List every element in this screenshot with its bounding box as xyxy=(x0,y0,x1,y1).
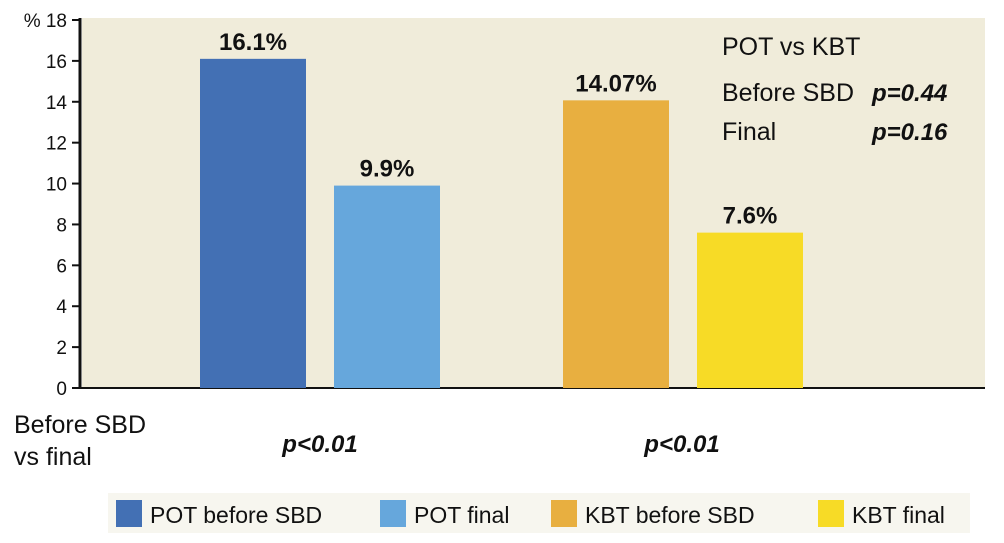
pot-p-value: p<0.01 xyxy=(281,431,357,458)
legend-label: KBT before SBD xyxy=(585,502,755,528)
bar xyxy=(697,232,803,388)
data-label: 14.07% xyxy=(575,70,656,97)
annotation-row1-p: p=0.44 xyxy=(871,80,947,107)
annotation-title: POT vs KBT xyxy=(722,33,860,61)
bar xyxy=(334,185,440,388)
data-label: 7.6% xyxy=(723,203,778,230)
y-tick-label: 16 xyxy=(46,52,67,73)
legend-label: POT before SBD xyxy=(150,502,322,528)
annotation-row1-label: Before SBD xyxy=(722,79,854,107)
legend-swatch xyxy=(551,500,577,527)
legend-label: KBT final xyxy=(852,502,945,528)
y-tick-label: 12 xyxy=(46,134,67,155)
data-label: 16.1% xyxy=(219,29,287,56)
y-tick-label: 0 xyxy=(56,379,67,400)
annotation-row2-label: Final xyxy=(722,118,776,146)
comparison-label-line1: Before SBD xyxy=(14,411,146,439)
bar xyxy=(200,58,306,388)
data-label: 9.9% xyxy=(360,156,415,183)
y-tick-label: 2 xyxy=(56,338,67,359)
legend: POT before SBD POT final KBT before SBD KBT… xyxy=(116,500,945,528)
annotation-box: POT vs KBT Before SBD p=0.44 Final p=0.1… xyxy=(722,33,948,146)
y-tick-label: % 18 xyxy=(24,11,67,32)
y-tick-label: 10 xyxy=(46,175,67,196)
annotation-row2-p: p=0.16 xyxy=(871,119,948,146)
comparison-label-line2: vs final xyxy=(14,443,92,471)
legend-label: POT final xyxy=(414,502,509,528)
legend-swatch xyxy=(116,500,142,527)
legend-swatch xyxy=(818,500,844,527)
y-tick-label: 4 xyxy=(56,297,67,318)
y-tick-label: 6 xyxy=(56,256,67,277)
kbt-p-value: p<0.01 xyxy=(643,431,719,458)
y-tick-label: 8 xyxy=(56,215,67,236)
bars: 16.1% 9.9% 14.07% 7.6% xyxy=(200,29,803,388)
legend-swatch xyxy=(380,500,406,527)
bar xyxy=(563,100,669,388)
y-tick-label: 14 xyxy=(46,93,68,114)
